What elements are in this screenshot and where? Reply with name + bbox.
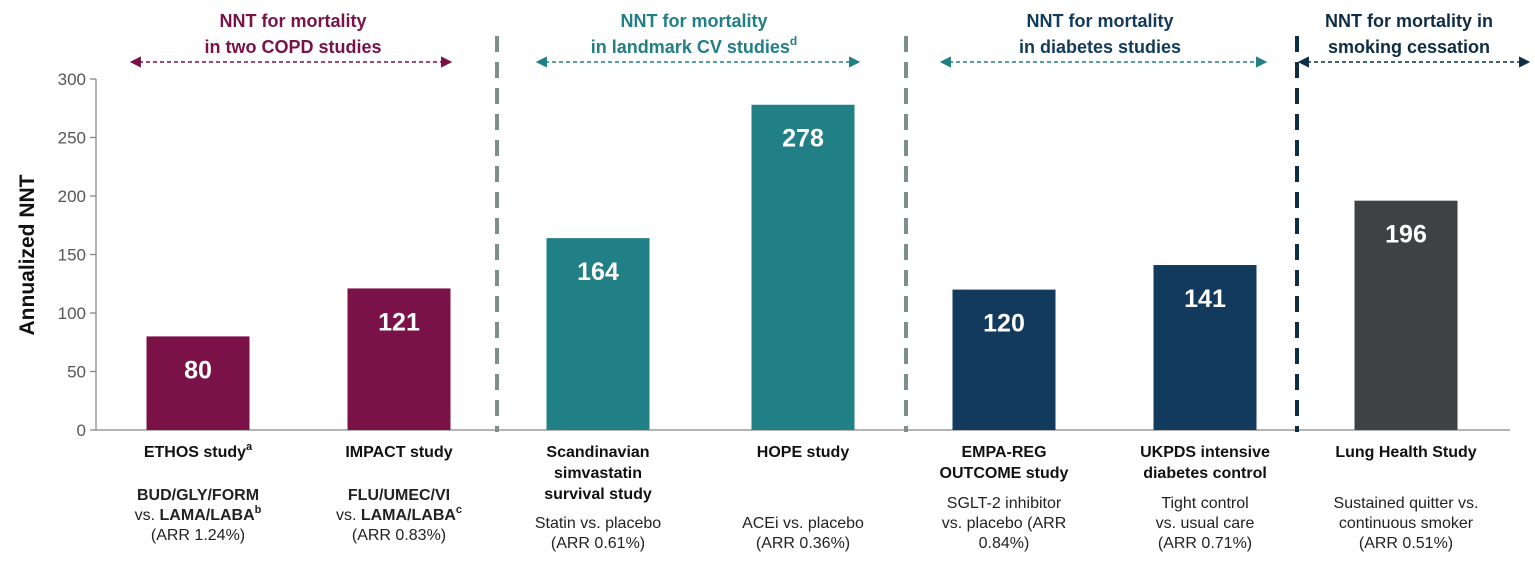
comparison-label: (ARR 0.61%) (551, 535, 645, 552)
study-name: survival study (544, 486, 652, 503)
study-name: diabetes control (1143, 465, 1267, 482)
group-dividers (495, 36, 1299, 432)
bar-6 (1153, 265, 1257, 430)
arr-label: (ARR 1.24%) (151, 527, 245, 544)
group-title-cv: NNT for mortality (620, 11, 767, 31)
comparison-label: 0.84%) (979, 535, 1030, 552)
bar-value-label: 141 (1184, 285, 1226, 313)
y-tick-label: 200 (58, 187, 86, 206)
study-name: UKPDS intensive (1140, 444, 1270, 461)
comparison-label: vs. LAMA/LABAb (135, 504, 262, 524)
bar-value-label: 120 (983, 310, 1025, 338)
bar-4 (751, 104, 855, 431)
y-tick-label: 100 (58, 304, 86, 323)
comparison-label: (ARR 0.71%) (1158, 535, 1252, 552)
study-name: ETHOS studya (144, 441, 253, 461)
group-title-smoking: smoking cessation (1328, 37, 1490, 57)
comparison-label: ACEi vs. placebo (742, 515, 864, 532)
y-tick-label: 300 (58, 70, 86, 89)
study-name: HOPE study (757, 444, 850, 461)
group-title-diabetes: in diabetes studies (1019, 37, 1181, 57)
comparison-label: (ARR 0.36%) (756, 535, 850, 552)
comparison-label: SGLT-2 inhibitor (947, 495, 1062, 512)
comparison-label: BUD/GLY/FORM (137, 487, 259, 504)
study-name: IMPACT study (345, 444, 452, 461)
comparison-label: vs. LAMA/LABAc (336, 504, 462, 524)
study-name: Lung Health Study (1335, 444, 1476, 461)
bar-value-label: 80 (184, 356, 212, 384)
comparison-label: Statin vs. placebo (535, 515, 661, 532)
study-name: EMPA-REG (961, 444, 1046, 461)
comparison-label: Tight control (1161, 495, 1248, 512)
bar-7 (1354, 200, 1458, 430)
y-tick-label: 250 (58, 129, 86, 148)
group-title-smoking: NNT for mortality in (1325, 11, 1493, 31)
comparison-label: FLU/UMEC/VI (348, 487, 450, 504)
bar-5 (952, 289, 1056, 430)
bars: 80 121 164 278 120 141 196 (146, 104, 1458, 431)
comparison-label: Sustained quitter vs. (1334, 495, 1479, 512)
group-title-copd: in two COPD studies (204, 37, 381, 57)
bar-value-label: 196 (1385, 221, 1427, 249)
comparison-label: (ARR 0.51%) (1359, 535, 1453, 552)
bar-value-label: 164 (577, 258, 619, 286)
bar-2 (347, 288, 451, 430)
y-axis: 0 50 100 150 200 250 300 (58, 70, 1510, 440)
y-tick-label: 150 (58, 246, 86, 265)
group-title-copd: NNT for mortality (219, 11, 366, 31)
bar-value-label: 278 (782, 125, 824, 153)
y-tick-label: 50 (67, 363, 86, 382)
y-axis-label: Annualized NNT (16, 174, 39, 335)
comparison-label: vs. placebo (ARR (942, 515, 1067, 532)
comparison-label: vs. usual care (1156, 515, 1255, 532)
group-title-cv: in landmark CV studiesd (591, 34, 797, 57)
group-title-diabetes: NNT for mortality (1026, 11, 1173, 31)
study-name: OUTCOME study (940, 465, 1069, 482)
bar-1 (146, 336, 250, 430)
arr-label: (ARR 0.83%) (352, 527, 446, 544)
bar-value-label: 121 (378, 308, 420, 336)
y-tick-label: 0 (77, 421, 86, 440)
study-name: Scandinavian (546, 444, 649, 461)
comparison-label: continuous smoker (1339, 515, 1474, 532)
study-name: simvastatin (554, 465, 642, 482)
group-headers: NNT for mortality in two COPD studies NNT … (129, 11, 1531, 68)
bar-3 (546, 238, 650, 430)
